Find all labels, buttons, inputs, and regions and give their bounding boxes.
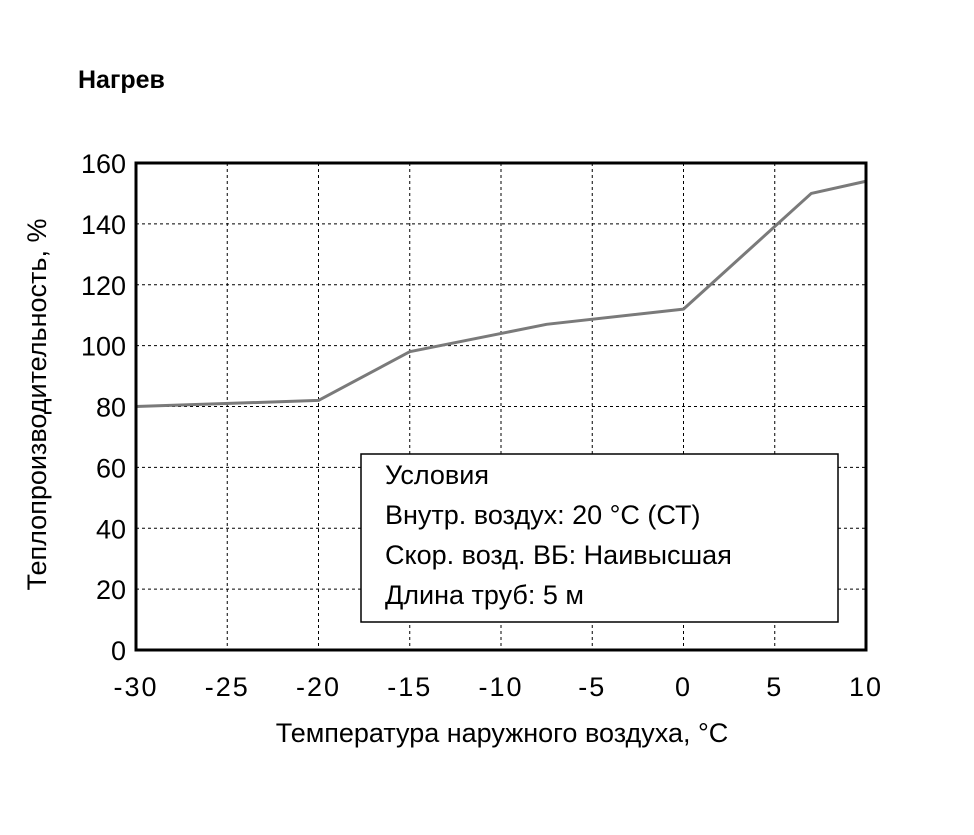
y-tick-label: 160	[81, 149, 126, 179]
chart-title: Нагрев	[78, 66, 165, 94]
tick-layer: -30 -25 -20 -15 -10 -5 0 5 100204060801001201401…	[81, 149, 883, 702]
series-layer	[135, 179, 867, 408]
legend-box: Условия Внутр. воздух: 20 °C (СТ) Скор. …	[360, 453, 839, 623]
y-tick-label: 140	[81, 210, 126, 240]
legend-line-fan-speed: Скор. возд. ВБ: Наивысшая	[385, 540, 732, 570]
x-tick-label: -5	[578, 672, 606, 702]
y-tick-label: 80	[96, 393, 126, 423]
y-tick-label: 100	[81, 332, 126, 362]
legend-line-title: Условия	[385, 460, 489, 490]
y-tick-label: 60	[96, 453, 126, 483]
series-line	[135, 179, 867, 408]
x-tick-label: -30	[113, 672, 158, 702]
legend-line-pipe-length: Длина труб: 5 м	[385, 580, 584, 610]
x-tick-label: -20	[296, 672, 341, 702]
y-tick-label: 0	[111, 636, 126, 666]
x-tick-label: -15	[387, 672, 432, 702]
x-tick-label: 5	[766, 672, 783, 702]
y-tick-label: 40	[96, 514, 126, 544]
legend-frame	[360, 453, 839, 623]
y-tick-label: 120	[81, 271, 126, 301]
x-axis-label: Температура наружного воздуха, °C	[276, 718, 729, 748]
x-tick-label: -25	[205, 672, 250, 702]
y-tick-label: 20	[96, 575, 126, 605]
x-tick-label: 0	[675, 672, 692, 702]
legend-line-indoor-air: Внутр. воздух: 20 °C (СТ)	[385, 500, 701, 530]
plot-frame	[134, 161, 868, 652]
x-tick-label: -10	[478, 672, 523, 702]
x-tick-label: 10	[849, 672, 883, 702]
y-axis-label: Теплопроизводительность, %	[22, 219, 52, 591]
